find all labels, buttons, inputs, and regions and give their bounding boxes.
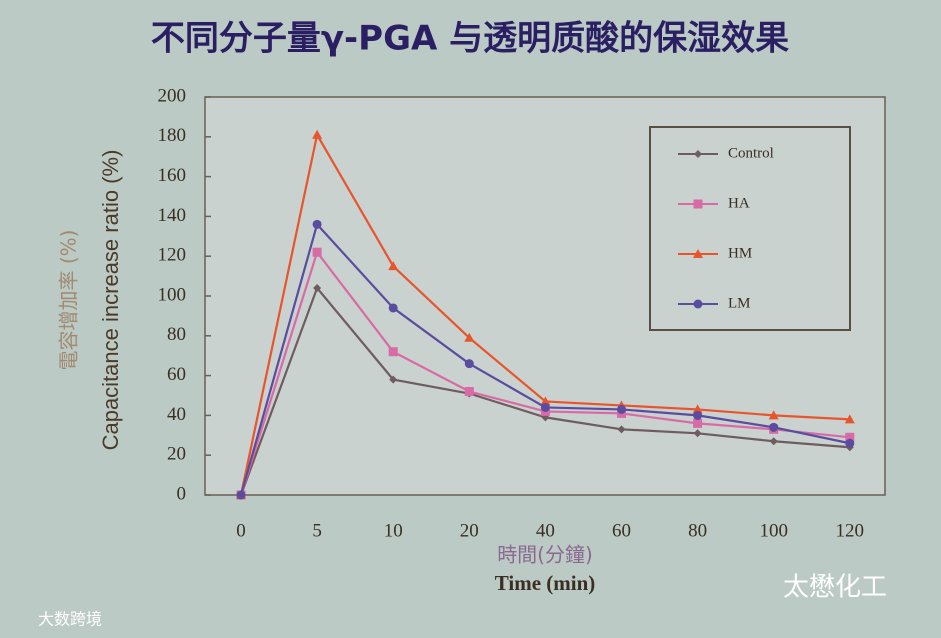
data-point [464, 332, 475, 342]
data-point [312, 129, 323, 139]
legend-marker [693, 199, 703, 209]
data-point [540, 396, 551, 406]
chart-title: 不同分子量γ-PGA 与透明质酸的保湿效果 [151, 19, 789, 59]
data-point [617, 404, 626, 414]
legend-label: Control [728, 145, 774, 161]
data-point [617, 425, 626, 434]
y-tick-label: 200 [158, 85, 187, 106]
y-tick-label: 0 [177, 483, 187, 504]
legend-marker [694, 150, 702, 158]
x-tick-label: 40 [536, 520, 555, 541]
data-point [389, 375, 398, 384]
y-tick-label: 40 [167, 404, 186, 425]
data-point [540, 402, 550, 412]
data-point [693, 418, 703, 428]
x-tick-label: 80 [688, 520, 707, 541]
legend-label: LM [728, 295, 751, 311]
watermark: 太懋化工 [783, 573, 887, 603]
legend-label: HA [728, 195, 750, 211]
y-tick-label: 80 [167, 324, 186, 345]
data-point [312, 219, 322, 229]
data-point [845, 438, 855, 448]
y-tick-label: 160 [158, 165, 187, 186]
legend-box [649, 126, 851, 331]
y-tick-label: 140 [158, 205, 187, 226]
y-tick-label: 60 [167, 364, 186, 385]
data-point [388, 303, 398, 313]
y-tick-label: 120 [158, 245, 187, 266]
data-point [845, 432, 855, 442]
y-tick-label: 180 [158, 125, 187, 146]
y-axis-label: Capacitance increase ratio (%) [98, 150, 123, 451]
data-point [693, 429, 702, 438]
x-tick-label: 120 [836, 520, 865, 541]
x-tick-label: 0 [236, 520, 246, 541]
x-axis-label-cn: 時間(分鐘) [497, 543, 593, 567]
x-tick-label: 5 [312, 520, 322, 541]
x-tick-label: 10 [384, 520, 403, 541]
watermark: 大数跨境 [38, 610, 102, 629]
data-point [236, 490, 246, 500]
data-point [464, 359, 474, 369]
data-point [769, 422, 779, 432]
x-axis-label: Time (min) [495, 571, 596, 595]
legend-marker [693, 299, 703, 309]
x-tick-label: 100 [759, 520, 788, 541]
data-point [312, 247, 322, 257]
data-point [464, 387, 474, 397]
data-point [388, 261, 399, 271]
y-tick-label: 100 [158, 284, 187, 305]
legend-label: HM [728, 245, 752, 261]
data-point [692, 404, 703, 414]
x-tick-label: 20 [460, 520, 479, 541]
legend-marker [693, 249, 703, 258]
x-tick-label: 60 [612, 520, 631, 541]
data-point [768, 410, 779, 420]
data-point [388, 347, 398, 357]
data-point [693, 410, 703, 420]
y-axis-label-cn: 電容增加率 (%) [57, 230, 81, 371]
data-point [313, 284, 322, 293]
y-tick-label: 20 [167, 444, 186, 465]
data-point [844, 414, 855, 424]
data-point [769, 437, 778, 446]
